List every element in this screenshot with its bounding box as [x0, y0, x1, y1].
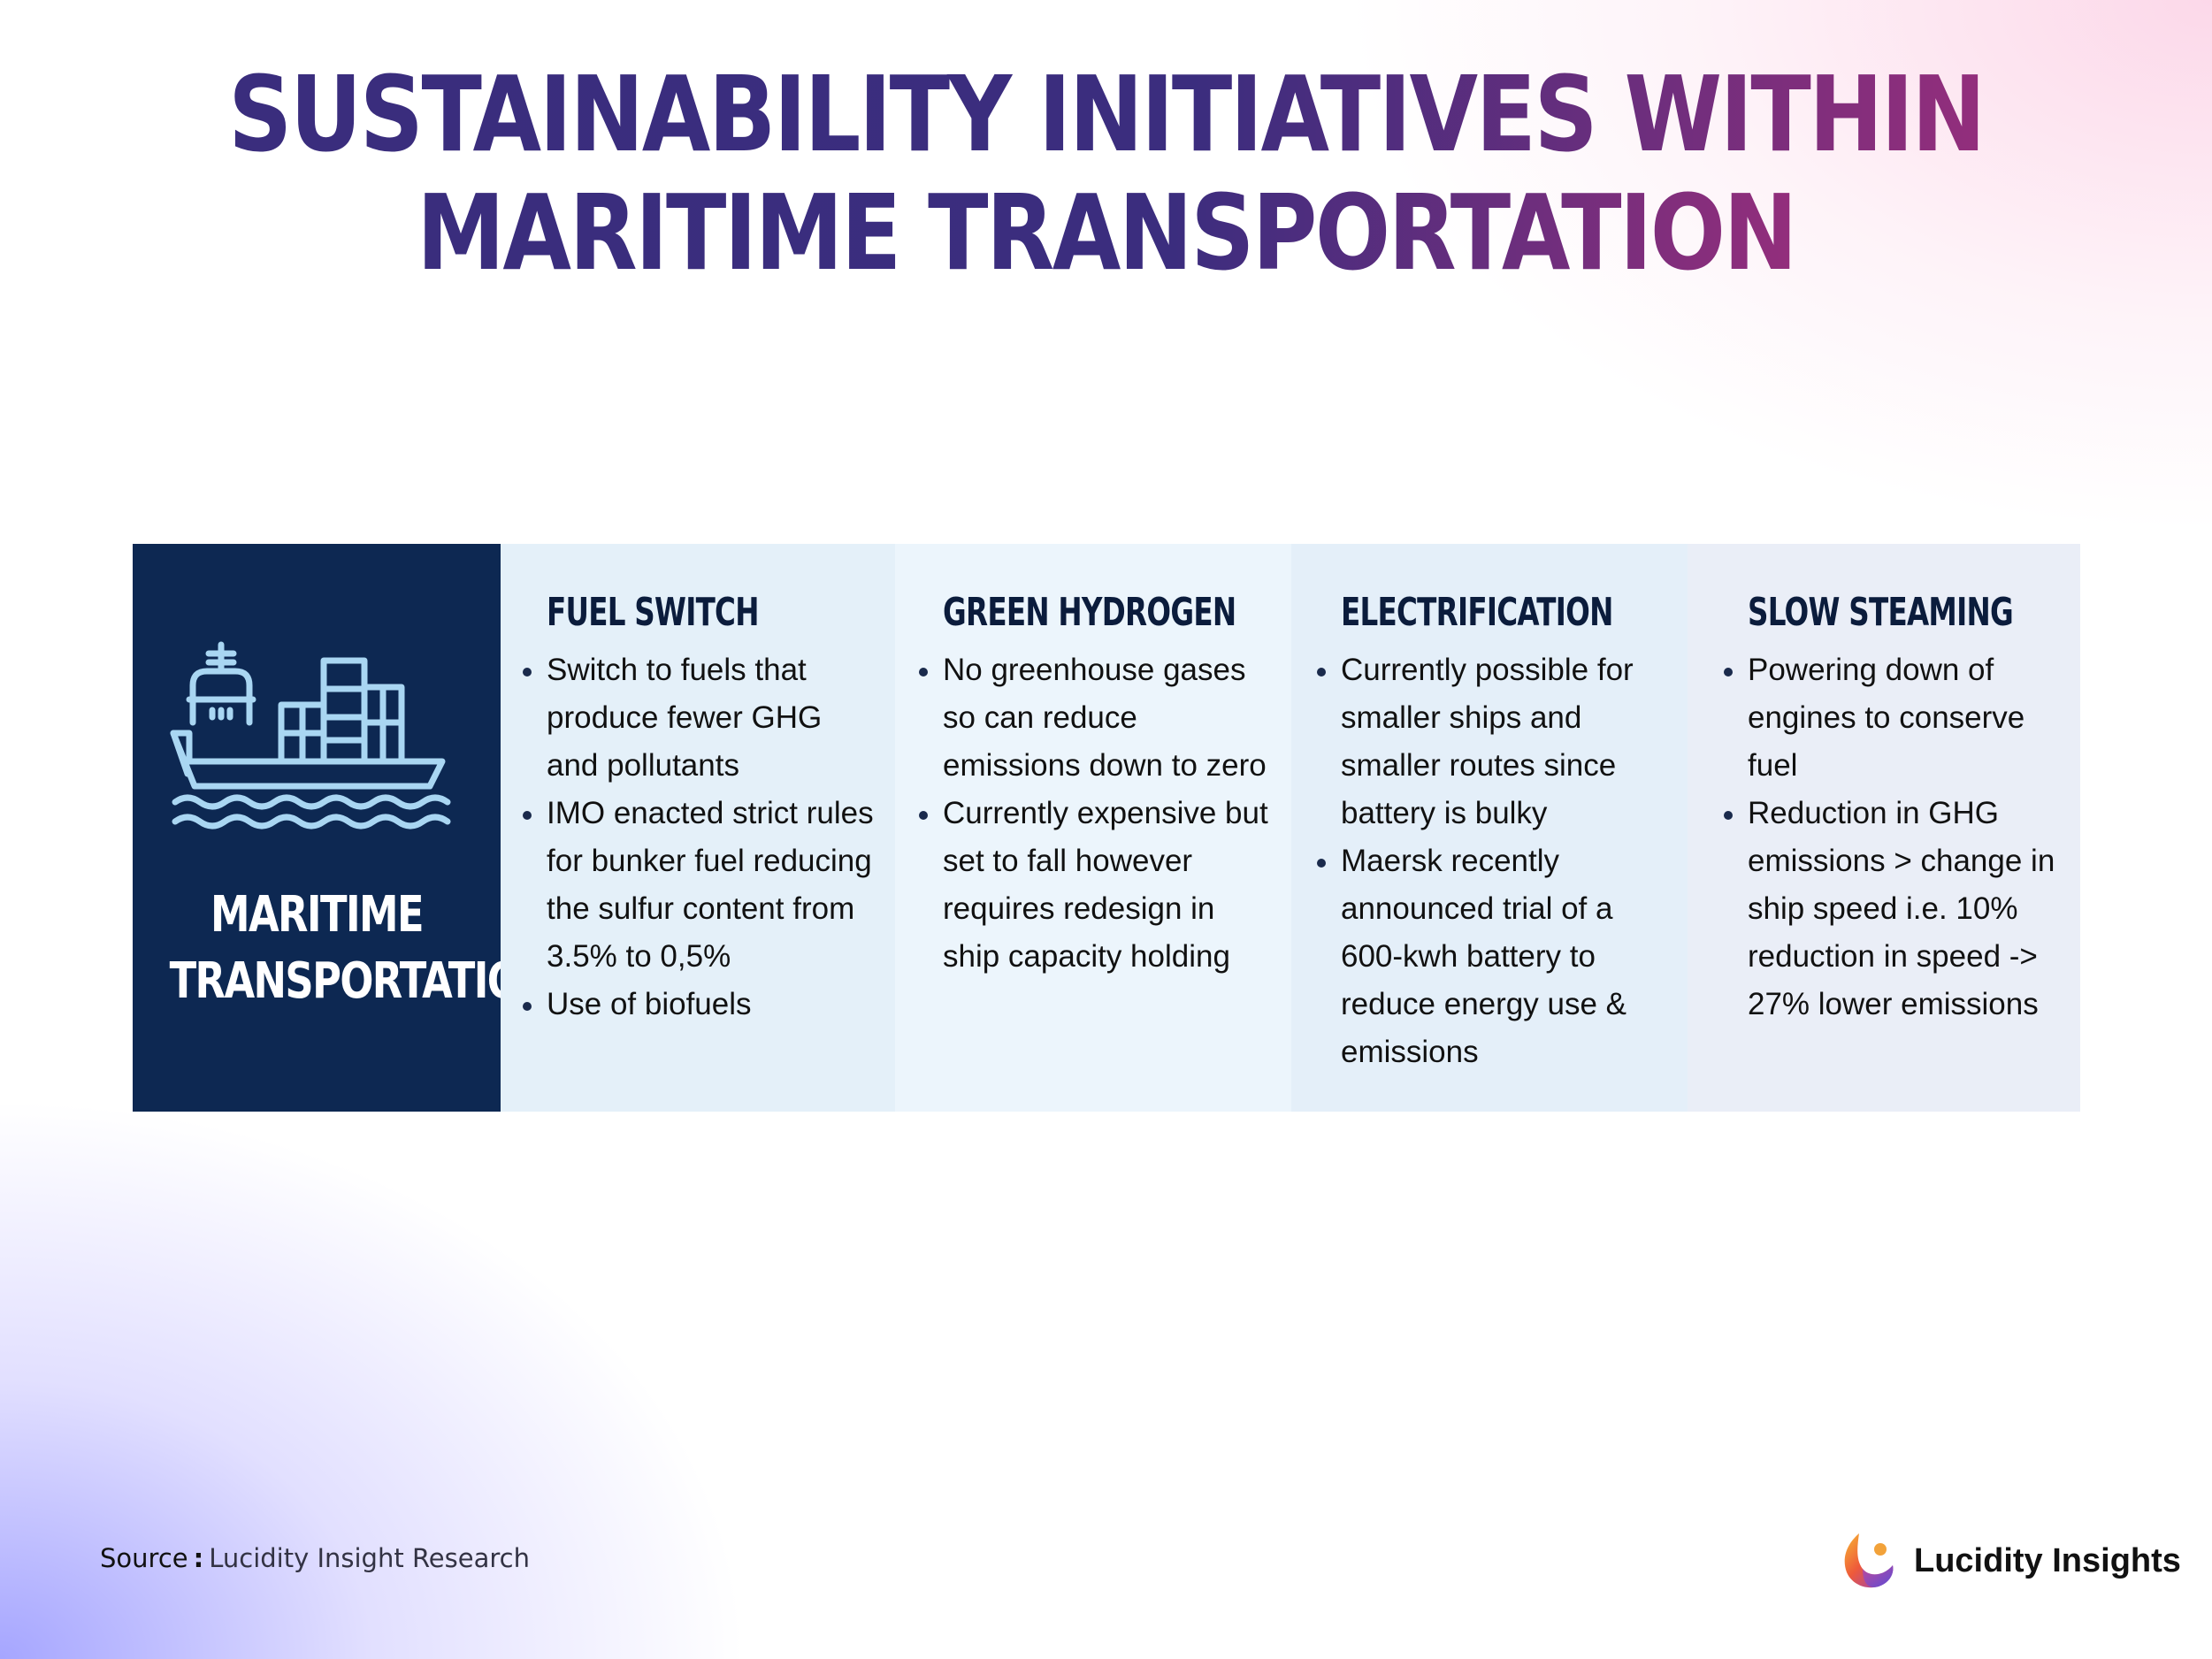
source-value: Lucidity Insight Research	[209, 1543, 530, 1573]
bullet-list: No greenhouse gases so can reduce emissi…	[919, 646, 1270, 981]
cargo-ship-icon	[170, 641, 451, 830]
bullet-list: Powering down of engines to conserve fue…	[1724, 646, 2075, 1028]
bullet-item: No greenhouse gases so can reduce emissi…	[919, 646, 1270, 790]
bullet-item: Maersk recently announced trial of a 600…	[1317, 837, 1668, 1076]
column-green-hydrogen: GREEN HYDROGEN No greenhouse gases so ca…	[895, 544, 1291, 1112]
lucidity-logo-icon	[1844, 1533, 1894, 1588]
hero-label-line-1: MARITIME	[210, 886, 425, 944]
brand-logo: Lucidity Insights	[1840, 1528, 2181, 1594]
column-electrification: ELECTRIFICATION Currently possible for s…	[1291, 544, 1688, 1112]
page-title: SUSTAINABILITY INITIATIVES WITHIN MARITI…	[166, 55, 2047, 292]
bullet-item: Currently expensive but set to fall howe…	[919, 790, 1270, 981]
column-title: GREEN HYDROGEN	[943, 590, 1236, 635]
bullet-item: Switch to fuels that produce fewer GHG a…	[523, 646, 874, 790]
page-title-line-1: SUSTAINABILITY INITIATIVES WITHIN	[228, 53, 1986, 175]
bullet-list: Switch to fuels that produce fewer GHG a…	[523, 646, 874, 1028]
bullet-item: Powering down of engines to conserve fue…	[1724, 646, 2075, 790]
column-title: ELECTRIFICATION	[1341, 590, 1613, 635]
initiatives-panel: MARITIME TRANSPORTATION FUEL SWITCH Swit…	[133, 544, 2080, 1112]
bullet-item: Reduction in GHG emissions > change in s…	[1724, 790, 2075, 1028]
source-colon: :	[193, 1543, 204, 1573]
column-title: SLOW STEAMING	[1748, 590, 2014, 635]
bullet-list: Currently possible for smaller ships and…	[1317, 646, 1668, 1076]
page-title-line-2: MARITIME TRANSPORTATION	[417, 172, 1797, 294]
column-title: FUEL SWITCH	[547, 590, 759, 635]
maritime-hero-card: MARITIME TRANSPORTATION	[133, 544, 553, 1112]
hero-label: MARITIME TRANSPORTATION	[169, 882, 553, 1014]
column-fuel-switch: FUEL SWITCH Switch to fuels that produce…	[501, 544, 895, 1112]
bullet-item: Currently possible for smaller ships and…	[1317, 646, 1668, 837]
source-label: Source	[100, 1543, 188, 1573]
brand-name: Lucidity Insights	[1914, 1541, 2181, 1579]
source-credit: Source: Lucidity Insight Research	[100, 1540, 530, 1576]
bullet-item: IMO enacted strict rules for bunker fuel…	[523, 790, 874, 981]
hero-label-line-2: TRANSPORTATION	[169, 952, 553, 1010]
column-slow-steaming: SLOW STEAMING Powering down of engines t…	[1688, 544, 2080, 1112]
bullet-item: Use of biofuels	[523, 981, 874, 1028]
